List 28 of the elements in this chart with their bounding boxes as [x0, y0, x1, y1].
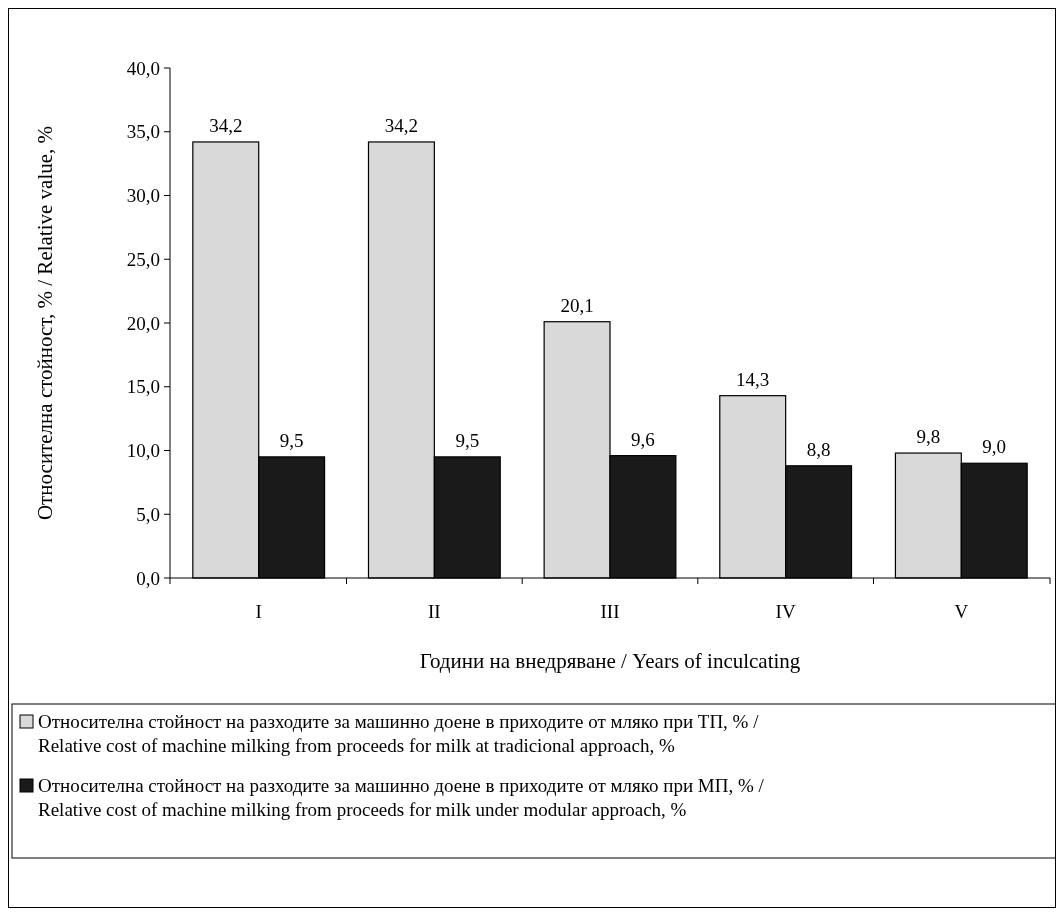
data-label: 9,8 — [916, 426, 941, 448]
y-tick-label: 25,0 — [126, 248, 160, 270]
x-tick-label: III — [600, 601, 620, 622]
data-label: 9,6 — [631, 428, 655, 450]
y-tick-label: 35,0 — [126, 121, 160, 143]
x-axis-title: Години на внедряване / Years of inculcating — [419, 649, 801, 673]
x-tick-label: IV — [775, 601, 796, 622]
y-tick-label: 5,0 — [136, 503, 160, 525]
x-tick-label: V — [954, 601, 969, 622]
data-label: 9,0 — [982, 436, 1007, 458]
y-tick-label: 15,0 — [126, 376, 160, 398]
y-tick-label: 10,0 — [126, 440, 160, 462]
data-label: 14,3 — [736, 368, 770, 390]
y-tick-label: 0,0 — [136, 567, 160, 589]
data-label: 34,2 — [384, 114, 419, 136]
data-label: 9,5 — [279, 429, 304, 451]
legend-label: Относителна стойност на разходите за машинно доене в приходите от мляко при ТП, % / Relative cost of machine milking from proceeds for milk at tradicional approach, % — [38, 711, 760, 756]
data-label: 9,5 — [455, 429, 480, 451]
data-label: 34,2 — [209, 114, 243, 136]
y-axis-title: Относителна стойност, % / Relative value, % — [33, 125, 57, 521]
data-label: 20,1 — [560, 294, 594, 316]
y-tick-label: 20,0 — [126, 312, 160, 334]
x-tick-label: I — [255, 601, 262, 622]
data-label: 8,8 — [806, 438, 831, 460]
y-tick-label: 30,0 — [126, 185, 160, 207]
y-tick-label: 40,0 — [126, 57, 160, 79]
legend-label: Относителна стойност на разходите за машинно доене в приходите от мляко при МП, % / Relative cost of machine milking from proceeds for milk under modular approach, % — [38, 775, 765, 820]
x-tick-label: II — [428, 601, 441, 622]
